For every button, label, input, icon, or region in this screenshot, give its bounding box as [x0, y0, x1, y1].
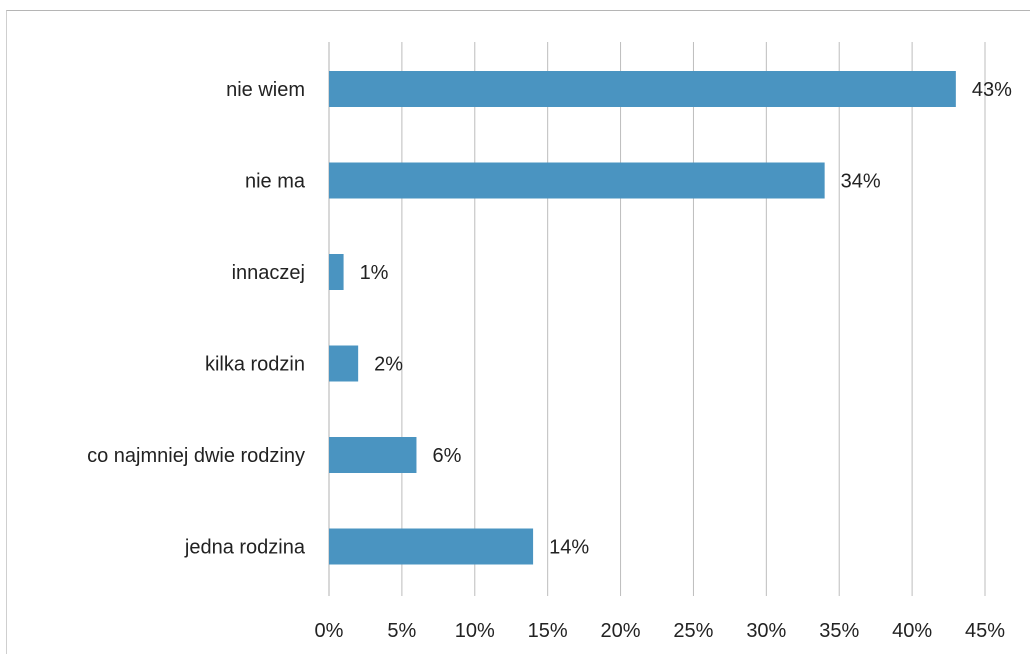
- bar: [329, 528, 534, 565]
- x-tick-label: 20%: [601, 620, 641, 642]
- x-tick-label: 5%: [387, 620, 416, 642]
- bar: [329, 254, 344, 290]
- bar: [329, 71, 956, 107]
- category-label: nie ma: [245, 171, 306, 193]
- x-tick-label: 40%: [892, 620, 932, 642]
- category-label: kilka rodzin: [205, 354, 305, 376]
- x-tick-label: 0%: [315, 620, 344, 642]
- x-tick-label: 10%: [455, 620, 495, 642]
- category-label: innaczej: [232, 262, 305, 284]
- data-label: 14%: [549, 537, 589, 559]
- x-tick-label: 15%: [528, 620, 568, 642]
- x-tick-label: 25%: [673, 620, 713, 642]
- bars: [329, 71, 956, 565]
- labels: 0% 5% 10% 15% 20% 25% 30% 35% 40% 45% nie wiem 43% n…: [87, 79, 1012, 642]
- category-label: co najmniej dwie rodziny: [87, 445, 305, 467]
- x-tick-label: 30%: [746, 620, 786, 642]
- x-tick-label: 35%: [819, 620, 859, 642]
- x-tick-label: 45%: [965, 620, 1005, 642]
- data-label: 34%: [841, 171, 881, 193]
- bar: [329, 437, 417, 473]
- category-label: nie wiem: [226, 79, 305, 101]
- gridlines: [328, 42, 986, 596]
- data-label: 43%: [972, 79, 1012, 101]
- data-label: 2%: [374, 354, 403, 376]
- data-label: 6%: [432, 445, 461, 467]
- chart-frame: [6, 10, 1030, 654]
- bar: [329, 162, 825, 199]
- bar: [329, 345, 359, 382]
- category-label: jedna rodzina: [184, 537, 306, 559]
- data-label: 1%: [360, 262, 389, 284]
